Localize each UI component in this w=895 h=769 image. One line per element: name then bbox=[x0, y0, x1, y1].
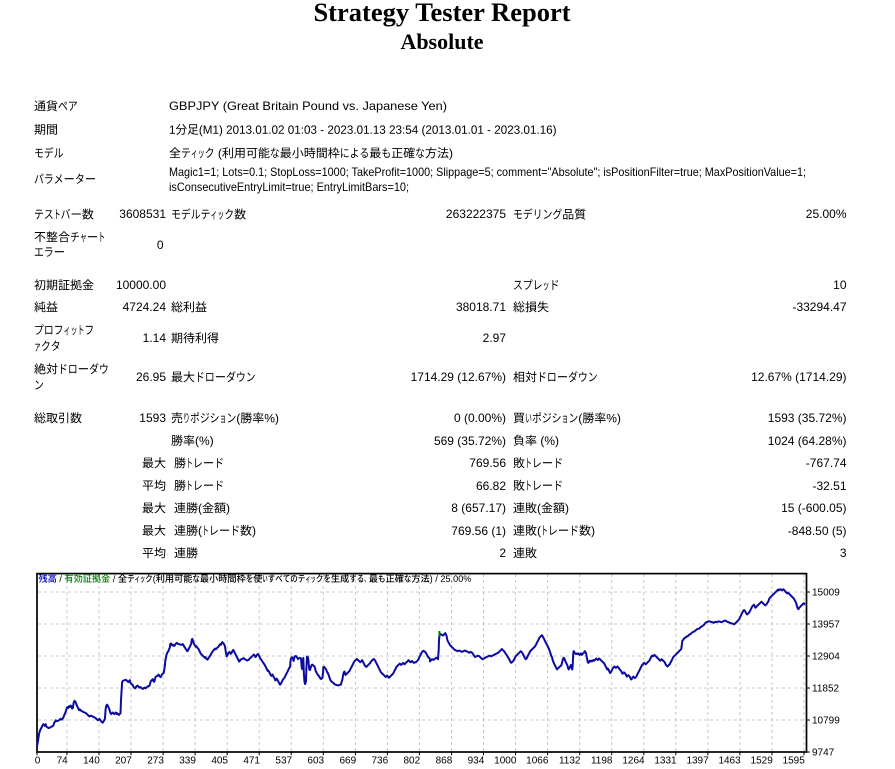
svg-text:868: 868 bbox=[436, 755, 453, 766]
svg-text:15009: 15009 bbox=[812, 588, 840, 599]
svg-text:1331: 1331 bbox=[654, 755, 677, 766]
svg-text:1529: 1529 bbox=[751, 755, 774, 766]
svg-text:13957: 13957 bbox=[812, 620, 840, 631]
svg-text:1264: 1264 bbox=[622, 755, 645, 766]
svg-text:10799: 10799 bbox=[812, 716, 840, 727]
svg-text:1000: 1000 bbox=[494, 755, 517, 766]
svg-text:1397: 1397 bbox=[686, 755, 709, 766]
svg-text:1595: 1595 bbox=[783, 755, 806, 766]
svg-text:0: 0 bbox=[35, 755, 41, 766]
svg-text:11852: 11852 bbox=[812, 684, 840, 695]
svg-text:603: 603 bbox=[307, 755, 324, 766]
svg-text:339: 339 bbox=[179, 755, 196, 766]
svg-text:12904: 12904 bbox=[812, 652, 840, 663]
svg-text:537: 537 bbox=[275, 755, 292, 766]
svg-text:1463: 1463 bbox=[718, 755, 741, 766]
svg-text:207: 207 bbox=[115, 755, 132, 766]
svg-text:405: 405 bbox=[211, 755, 228, 766]
svg-text:1066: 1066 bbox=[526, 755, 549, 766]
svg-text:471: 471 bbox=[243, 755, 260, 766]
svg-text:74: 74 bbox=[57, 755, 69, 766]
svg-text:140: 140 bbox=[83, 755, 100, 766]
svg-text:934: 934 bbox=[468, 755, 485, 766]
svg-text:1132: 1132 bbox=[559, 755, 581, 766]
svg-text:273: 273 bbox=[147, 755, 164, 766]
svg-text:1198: 1198 bbox=[591, 755, 613, 766]
svg-text:9747: 9747 bbox=[812, 748, 835, 759]
svg-text:736: 736 bbox=[372, 755, 389, 766]
svg-text:669: 669 bbox=[340, 755, 357, 766]
svg-text:802: 802 bbox=[404, 755, 421, 766]
